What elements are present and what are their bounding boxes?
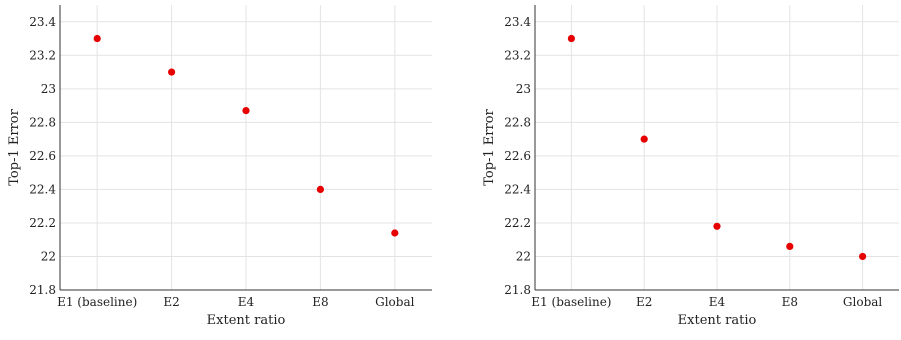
data-point bbox=[859, 252, 867, 261]
x-tick-label: E1 (baseline) bbox=[531, 295, 611, 309]
data-point bbox=[713, 222, 721, 230]
y-tick-label: 22.4 bbox=[29, 182, 56, 196]
data-point bbox=[391, 229, 399, 237]
y-axis-label: Top-1 Error bbox=[482, 108, 497, 185]
data-point bbox=[242, 107, 250, 115]
data-point bbox=[640, 135, 648, 143]
x-tick-label: E8 bbox=[782, 295, 798, 309]
y-tick-label: 22.2 bbox=[504, 216, 531, 230]
data-point bbox=[786, 242, 794, 251]
y-axis-label: Top-1 Error bbox=[7, 108, 22, 185]
y-tick-label: 23 bbox=[41, 82, 56, 96]
x-axis-label: Extent ratio bbox=[678, 313, 757, 328]
y-tick-label: 22.2 bbox=[29, 216, 56, 230]
y-tick-label: 21.8 bbox=[29, 283, 56, 297]
y-tick-label: 22.8 bbox=[29, 115, 56, 129]
y-tick-label: 22.6 bbox=[504, 149, 531, 163]
x-axis-label: Extent ratio bbox=[207, 313, 286, 328]
y-tick-label: 23.4 bbox=[29, 15, 56, 29]
x-tick-label: E2 bbox=[636, 295, 652, 309]
y-tick-label: 23.4 bbox=[504, 15, 531, 29]
x-tick-label: E1 (baseline) bbox=[57, 295, 137, 309]
data-point bbox=[168, 68, 176, 76]
y-tick-label: 22 bbox=[41, 249, 56, 263]
x-tick-label: E4 bbox=[709, 295, 726, 309]
x-tick-label: E4 bbox=[238, 295, 255, 309]
y-tick-label: 23 bbox=[516, 82, 531, 96]
y-tick-label: 21.8 bbox=[504, 283, 531, 297]
x-tick-label: E8 bbox=[312, 295, 328, 309]
plot-panel-1: 21.8 22 22.2 22.4 22.6 22.8 23 23.2 23.4 E1 (base… bbox=[7, 5, 432, 328]
y-tick-label: 22.6 bbox=[29, 149, 56, 163]
data-point bbox=[567, 34, 576, 43]
y-tick-label: 23.2 bbox=[29, 48, 56, 62]
x-tick-label: Global bbox=[843, 295, 882, 309]
y-tick-label: 23.2 bbox=[504, 48, 531, 62]
x-tick-label: E2 bbox=[163, 295, 179, 309]
x-tick-label: Global bbox=[375, 295, 414, 309]
data-point bbox=[316, 185, 324, 194]
y-tick-label: 22 bbox=[516, 249, 531, 263]
y-tick-label: 22.4 bbox=[504, 182, 531, 196]
data-point bbox=[93, 34, 101, 43]
y-tick-label: 22.8 bbox=[504, 115, 531, 129]
plot-panel-2: 21.8 22 22.2 22.4 22.6 22.8 23 23.2 23.4 E1 (base… bbox=[482, 5, 899, 328]
